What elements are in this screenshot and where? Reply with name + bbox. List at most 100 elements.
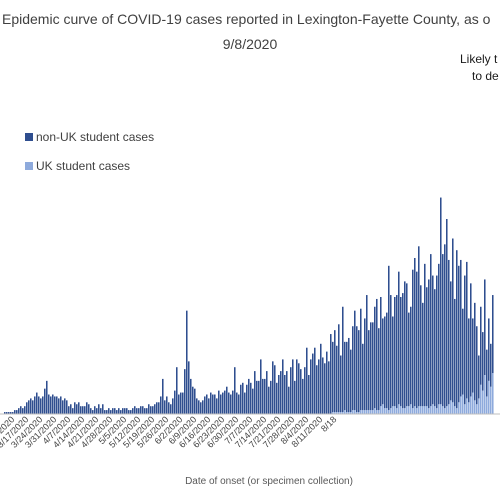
bar-uk-student-238 (480, 384, 482, 414)
bar-non-uk-student-113 (230, 394, 232, 414)
bar-uk-student-218 (440, 404, 442, 414)
bar-uk-student-231 (466, 398, 468, 414)
bar-non-uk-student-23 (50, 396, 52, 414)
bar-non-uk-student-65 (134, 406, 136, 414)
bar-non-uk-student-38 (80, 406, 82, 414)
bar-non-uk-student-227 (458, 265, 460, 403)
bar-non-uk-student-19 (42, 396, 44, 414)
bar-uk-student-230 (464, 404, 466, 414)
bar-non-uk-student-147 (298, 363, 300, 414)
bar-uk-student-184 (372, 410, 374, 414)
bar-non-uk-student-39 (82, 406, 84, 414)
bar-non-uk-student-70 (144, 408, 146, 414)
bar-non-uk-student-243 (490, 343, 492, 387)
bar-non-uk-student-177 (358, 330, 360, 413)
bar-non-uk-student-189 (382, 318, 384, 405)
bar-non-uk-student-79 (162, 378, 164, 414)
bar-uk-student-233 (470, 396, 472, 414)
bar-non-uk-student-102 (208, 398, 210, 414)
bar-uk-student-225 (454, 406, 456, 414)
bar-non-uk-student-105 (214, 394, 216, 414)
bar-non-uk-student-55 (114, 408, 116, 414)
bar-non-uk-student-167 (338, 324, 340, 413)
legend-label-non-uk: non-UK student cases (36, 130, 154, 144)
bar-non-uk-student-123 (250, 382, 252, 414)
bar-uk-student-176 (356, 412, 358, 414)
bar-non-uk-student-215 (434, 289, 436, 407)
bar-non-uk-student-223 (450, 281, 452, 401)
bar-non-uk-student-233 (470, 283, 472, 397)
bar-non-uk-student-211 (426, 287, 428, 407)
bar-non-uk-student-164 (332, 341, 334, 413)
bar-non-uk-student-196 (396, 295, 398, 409)
bar-non-uk-student-244 (492, 295, 494, 374)
bar-non-uk-student-89 (182, 392, 184, 414)
bar-uk-student-206 (416, 408, 418, 414)
bar-non-uk-student-198 (400, 297, 402, 407)
bar-non-uk-student-16 (36, 392, 38, 414)
bar-uk-student-202 (408, 406, 410, 414)
bar-uk-student-209 (422, 406, 424, 414)
bar-non-uk-student-161 (326, 351, 328, 414)
bar-uk-student-197 (398, 404, 400, 414)
bar-non-uk-student-148 (300, 369, 302, 414)
bar-non-uk-student-7 (18, 408, 20, 414)
bar-non-uk-student-57 (118, 408, 120, 414)
bar-non-uk-student-15 (34, 396, 36, 414)
bar-uk-student-239 (482, 390, 484, 414)
bar-non-uk-student-165 (334, 330, 336, 413)
bar-uk-student-166 (336, 412, 338, 414)
bar-non-uk-student-126 (256, 380, 258, 414)
bar-non-uk-student-157 (318, 359, 320, 414)
bar-non-uk-student-94 (192, 386, 194, 414)
bar-non-uk-student-67 (138, 408, 140, 414)
bar-uk-student-168 (340, 412, 342, 414)
bar-non-uk-student-149 (302, 378, 304, 414)
bar-uk-student-199 (402, 408, 404, 414)
bar-uk-student-180 (364, 410, 366, 414)
bar-non-uk-student-10 (24, 406, 26, 414)
annotation-line1: Likely t (460, 52, 498, 66)
bar-non-uk-student-61 (126, 408, 128, 414)
bar-uk-student-226 (456, 408, 458, 414)
legend-swatch-non-uk (25, 133, 33, 141)
bar-uk-student-219 (442, 406, 444, 414)
bar-non-uk-student-77 (158, 402, 160, 414)
bar-non-uk-student-12 (28, 400, 30, 414)
bar-non-uk-student-8 (20, 406, 22, 414)
bar-non-uk-student-99 (202, 400, 204, 414)
chart-title-line2: 9/8/2020 (223, 36, 278, 52)
bar-uk-student-227 (458, 402, 460, 414)
bar-non-uk-student-26 (56, 396, 58, 414)
bar-non-uk-student-18 (40, 398, 42, 414)
bar-non-uk-student-207 (418, 246, 420, 407)
bar-non-uk-student-179 (362, 343, 364, 411)
bar-non-uk-student-6 (16, 410, 18, 414)
bar-uk-student-183 (370, 410, 372, 414)
bar-non-uk-student-31 (66, 400, 68, 414)
bar-non-uk-student-41 (86, 402, 88, 414)
bar-uk-student-234 (472, 392, 474, 414)
bar-uk-student-229 (462, 394, 464, 414)
bar-non-uk-student-84 (172, 398, 174, 414)
bar-non-uk-student-190 (384, 316, 386, 409)
bar-non-uk-student-184 (372, 322, 374, 411)
bar-non-uk-student-175 (354, 310, 356, 411)
bar-uk-student-171 (346, 412, 348, 414)
bar-non-uk-student-32 (68, 406, 70, 414)
bar-uk-student-198 (400, 406, 402, 414)
bar-uk-student-243 (490, 386, 492, 414)
bar-non-uk-student-78 (160, 396, 162, 414)
bar-non-uk-student-74 (152, 406, 154, 414)
bar-non-uk-student-171 (346, 341, 348, 413)
bar-uk-student-193 (390, 408, 392, 414)
bar-non-uk-student-183 (370, 322, 372, 411)
bar-non-uk-student-98 (200, 402, 202, 414)
bar-non-uk-student-158 (320, 343, 322, 414)
bar-uk-student-201 (406, 406, 408, 414)
bar-non-uk-student-97 (198, 400, 200, 414)
bar-non-uk-student-44 (92, 410, 94, 414)
bar-uk-student-164 (332, 412, 334, 414)
bar-non-uk-student-146 (296, 359, 298, 414)
